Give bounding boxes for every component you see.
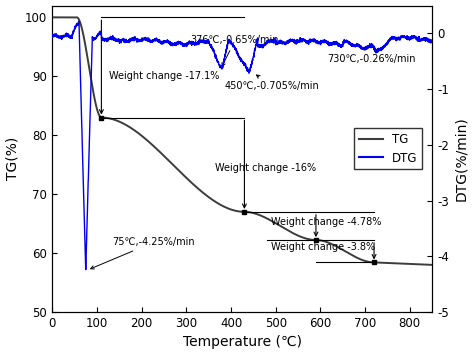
Y-axis label: TG(%): TG(%)	[6, 137, 19, 180]
Text: 376℃,-0.65%/min: 376℃,-0.65%/min	[191, 36, 279, 66]
Text: Weight change -16%: Weight change -16%	[215, 163, 317, 173]
Text: 730℃,-0.26%/min: 730℃,-0.26%/min	[327, 49, 416, 64]
Text: Weight change -3.8%: Weight change -3.8%	[271, 242, 375, 252]
Y-axis label: DTG(%/min): DTG(%/min)	[455, 116, 468, 201]
Text: 450℃,-0.705%/min: 450℃,-0.705%/min	[224, 75, 319, 91]
Text: 75℃,-4.25%/min: 75℃,-4.25%/min	[91, 237, 195, 269]
Text: Weight change -17.1%: Weight change -17.1%	[109, 71, 220, 81]
X-axis label: Temperature (℃): Temperature (℃)	[182, 335, 301, 349]
Legend: TG, DTG: TG, DTG	[355, 128, 422, 169]
Text: Weight change -4.78%: Weight change -4.78%	[271, 217, 382, 227]
